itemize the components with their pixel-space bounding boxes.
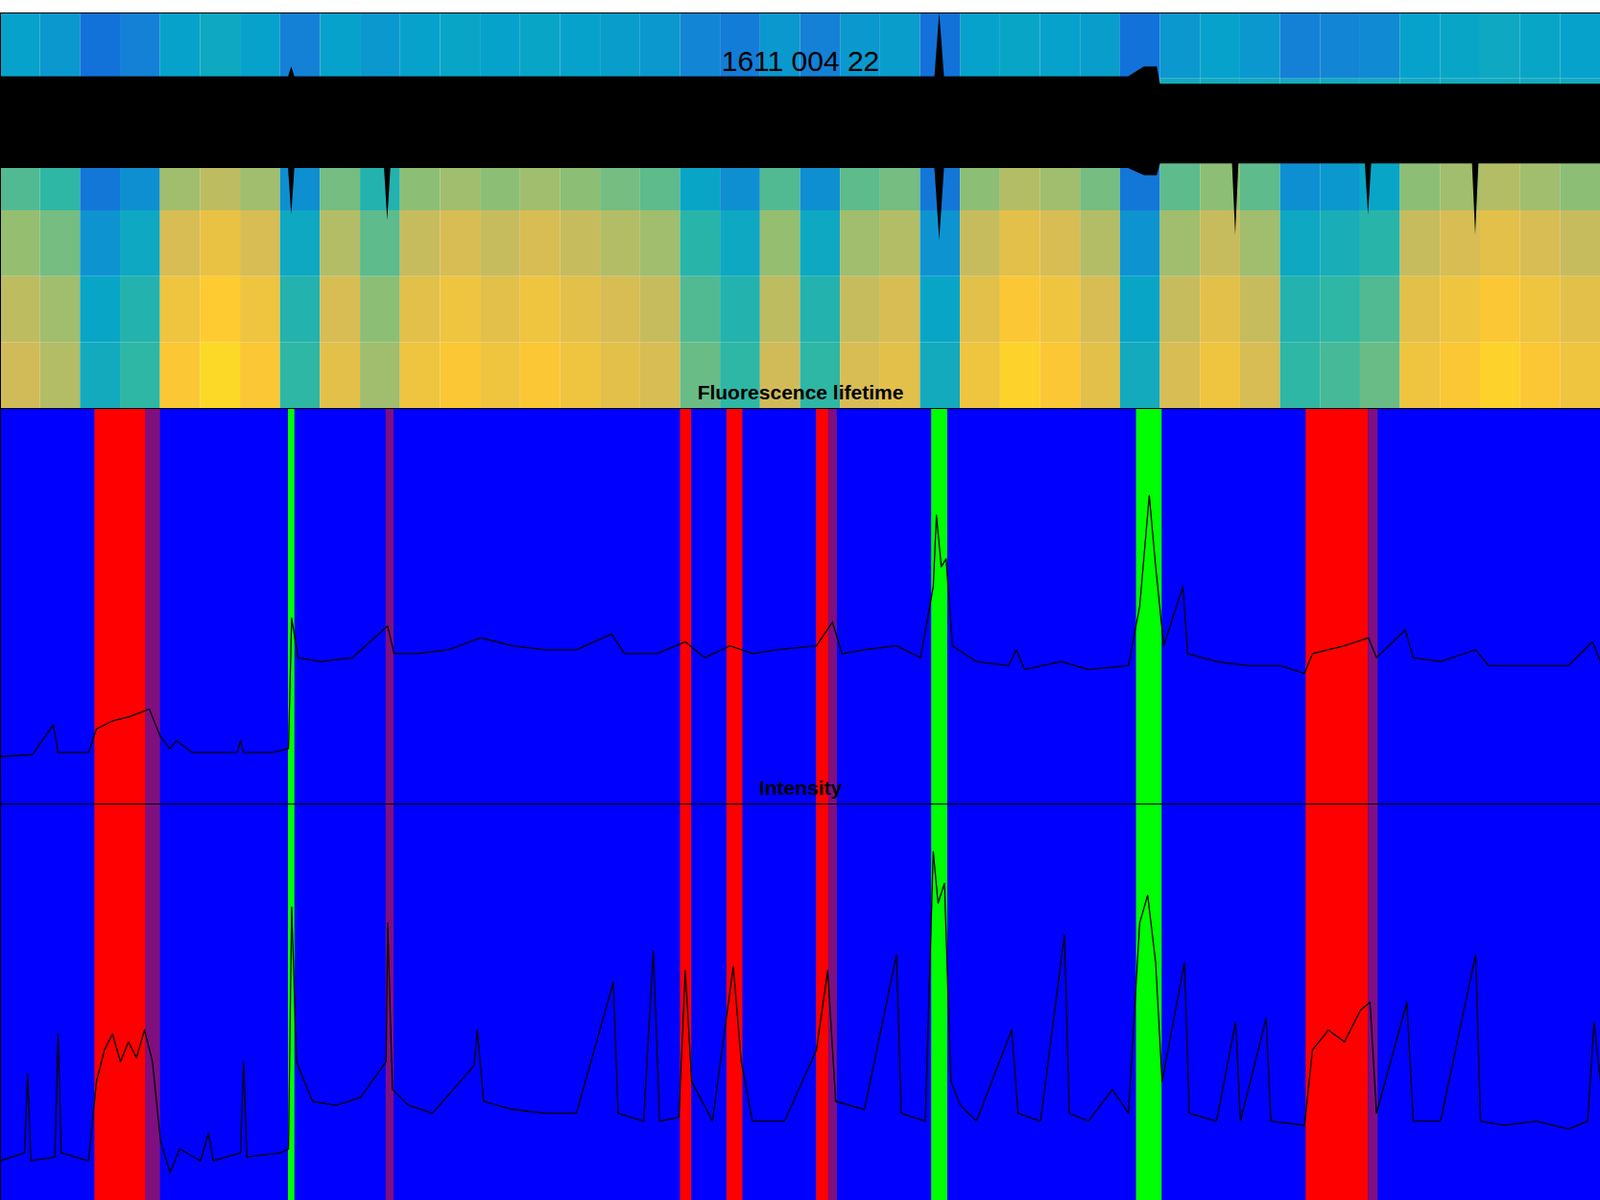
svg-text:1611 004 22: 1611 004 22: [721, 45, 881, 77]
svg-text:Fluorescence lifetime: Fluorescence lifetime: [697, 381, 905, 404]
svg-text:Intensity: Intensity: [759, 776, 843, 799]
